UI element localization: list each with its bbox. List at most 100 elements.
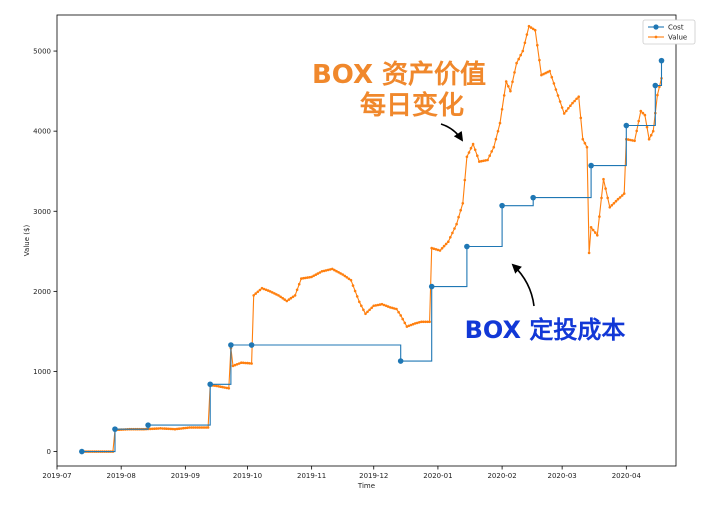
- value-line: [81, 25, 663, 453]
- value-point: [548, 69, 551, 73]
- value-point: [639, 109, 643, 113]
- value-point: [633, 139, 636, 143]
- value-point: [490, 150, 494, 153]
- value-point: [538, 58, 541, 62]
- value-point: [368, 308, 371, 312]
- value-point: [569, 104, 572, 107]
- value-point: [333, 268, 336, 272]
- value-point: [235, 363, 239, 366]
- value-point: [221, 385, 224, 389]
- value-point: [438, 249, 442, 252]
- annotation-value-line1: BOX 资产价值: [312, 60, 486, 90]
- cost-point: [428, 283, 435, 290]
- y-axis-label: Value ($): [23, 225, 31, 257]
- value-point: [372, 304, 376, 308]
- value-point: [349, 278, 353, 282]
- value-point: [182, 426, 185, 430]
- value-point: [504, 80, 508, 83]
- value-point: [645, 125, 649, 129]
- y-tick-label: 5000: [33, 48, 51, 56]
- cost-point: [623, 122, 630, 129]
- value-point: [337, 271, 340, 274]
- value-point: [620, 194, 624, 197]
- value-point: [560, 106, 564, 109]
- value-point: [244, 361, 247, 365]
- value-point: [606, 196, 609, 200]
- value-point: [436, 248, 440, 252]
- value-point: [318, 271, 322, 274]
- value-point: [351, 284, 355, 287]
- value-point: [614, 199, 618, 203]
- value-point: [407, 324, 411, 328]
- value-point: [556, 94, 560, 97]
- value-point: [575, 97, 578, 101]
- value-point: [329, 268, 332, 271]
- value-point: [322, 269, 326, 273]
- plot-frame: [56, 14, 677, 467]
- value-point: [240, 361, 243, 365]
- value-point: [565, 109, 568, 113]
- value-point: [523, 41, 527, 45]
- value-point: [246, 361, 249, 365]
- value-point: [517, 57, 520, 61]
- value-point: [225, 386, 229, 390]
- value-point: [312, 274, 316, 278]
- value-point: [656, 93, 659, 97]
- value-point: [194, 426, 197, 429]
- value-point: [486, 158, 489, 162]
- value-point: [488, 154, 492, 157]
- value-point: [295, 288, 299, 292]
- legend-marker-value: [654, 35, 658, 39]
- value-point: [198, 426, 202, 429]
- legend-label-cost: Cost: [668, 24, 684, 32]
- value-point: [618, 196, 622, 199]
- value-point: [482, 159, 485, 163]
- value-point: [150, 427, 154, 431]
- value-point: [558, 100, 562, 103]
- value-point: [478, 160, 481, 163]
- value-point: [314, 273, 318, 277]
- value-point: [554, 88, 558, 91]
- value-point: [335, 269, 338, 273]
- value-point: [430, 246, 434, 250]
- cost-point: [397, 358, 404, 364]
- value-point: [362, 308, 365, 312]
- value-point: [598, 215, 601, 218]
- value-point: [320, 270, 324, 273]
- value-point: [157, 427, 160, 430]
- value-point: [602, 177, 605, 181]
- value-point: [612, 202, 616, 205]
- value-point: [542, 72, 545, 76]
- value-point: [192, 426, 195, 429]
- x-tick-label: 2019-11: [297, 472, 326, 480]
- x-tick-label: 2019-07: [42, 472, 71, 480]
- value-point: [275, 293, 278, 296]
- arrow-to-cost-curve: [511, 263, 535, 307]
- value-point: [525, 33, 529, 36]
- value-point: [175, 427, 179, 431]
- value-point: [324, 269, 328, 272]
- x-tick-label: 2019-12: [359, 472, 388, 480]
- value-point: [289, 296, 293, 300]
- value-point: [405, 325, 409, 328]
- value-point: [447, 240, 450, 243]
- value-point: [268, 290, 272, 293]
- value-point: [424, 320, 427, 324]
- value-point: [291, 295, 295, 299]
- value-point: [273, 292, 276, 295]
- value-point: [571, 101, 574, 105]
- value-point: [364, 312, 367, 316]
- value-point: [310, 275, 313, 279]
- value-point: [196, 426, 200, 429]
- value-point: [202, 426, 206, 429]
- value-point: [260, 286, 264, 290]
- cost-point: [464, 243, 470, 250]
- value-point: [546, 70, 549, 74]
- value-point: [395, 307, 398, 311]
- value-point: [498, 121, 502, 125]
- value-point: [264, 288, 268, 292]
- value-point: [637, 119, 640, 123]
- value-point: [353, 289, 357, 293]
- value-point: [382, 303, 386, 307]
- value-point: [647, 137, 651, 141]
